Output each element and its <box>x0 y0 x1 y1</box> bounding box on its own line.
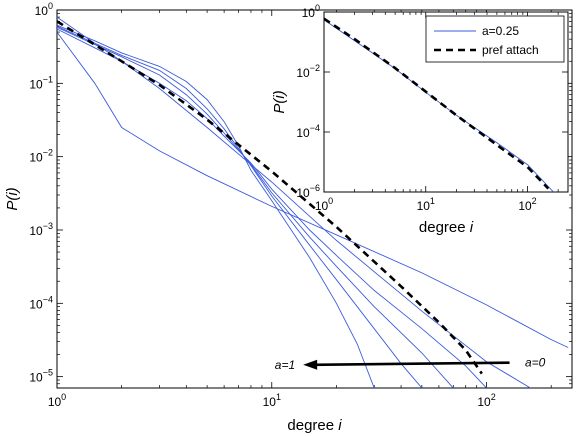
arrow-shaft <box>313 361 510 367</box>
legend: a=0.25 pref attach <box>425 15 565 63</box>
inset-x-tick-label: 102 <box>518 196 536 213</box>
main-y-tick-label: 10−1 <box>29 74 53 91</box>
main-y-tick-label: 10−5 <box>29 368 53 385</box>
inset-y-tick-label: 100 <box>302 3 320 20</box>
main-y-tick-label: 100 <box>35 1 53 18</box>
inset-y-tick-label: 10−4 <box>296 123 320 140</box>
inset-plot: 100 101 102 10−6 10−4 10−2 100 degree i P(i) a=0.… <box>271 3 569 236</box>
main-y-tick-label: 10−4 <box>29 294 53 311</box>
annotation-label: a=1 <box>275 358 295 372</box>
main-x-tick-label: 101 <box>263 392 281 409</box>
legend-label-1: a=0.25 <box>482 24 519 38</box>
inset-x-tick-label: 100 <box>315 196 333 213</box>
inset-y-tick-label: 10−2 <box>296 63 320 80</box>
main-y-axis-title: P(i) <box>4 187 21 210</box>
inset-x-tick-label: 101 <box>417 196 435 213</box>
main-y-tick-label: 10−3 <box>29 221 53 238</box>
inset-series-line-2 <box>324 17 550 190</box>
main-x-axis-title: degree i <box>287 417 342 434</box>
inset-y-axis-title: P(i) <box>271 90 288 113</box>
main-x-tick-label: 102 <box>477 392 495 409</box>
main-series-line-1 <box>57 24 375 388</box>
inset-x-axis-title: degree i <box>419 219 474 236</box>
main-series-line-4 <box>57 28 487 388</box>
legend-label-2: pref attach <box>482 43 539 57</box>
legend-frame <box>425 15 565 63</box>
main-series-line-5 <box>57 31 569 348</box>
main-x-tick-label: 100 <box>48 392 66 409</box>
inset-y-tick-label: 10−6 <box>296 183 320 200</box>
annotation-label: a=0 <box>525 356 546 370</box>
main-y-tick-label: 10−2 <box>29 148 53 165</box>
arrow-head <box>303 359 318 370</box>
main-series-line-7 <box>57 20 483 375</box>
main-series-line-2 <box>57 25 423 388</box>
